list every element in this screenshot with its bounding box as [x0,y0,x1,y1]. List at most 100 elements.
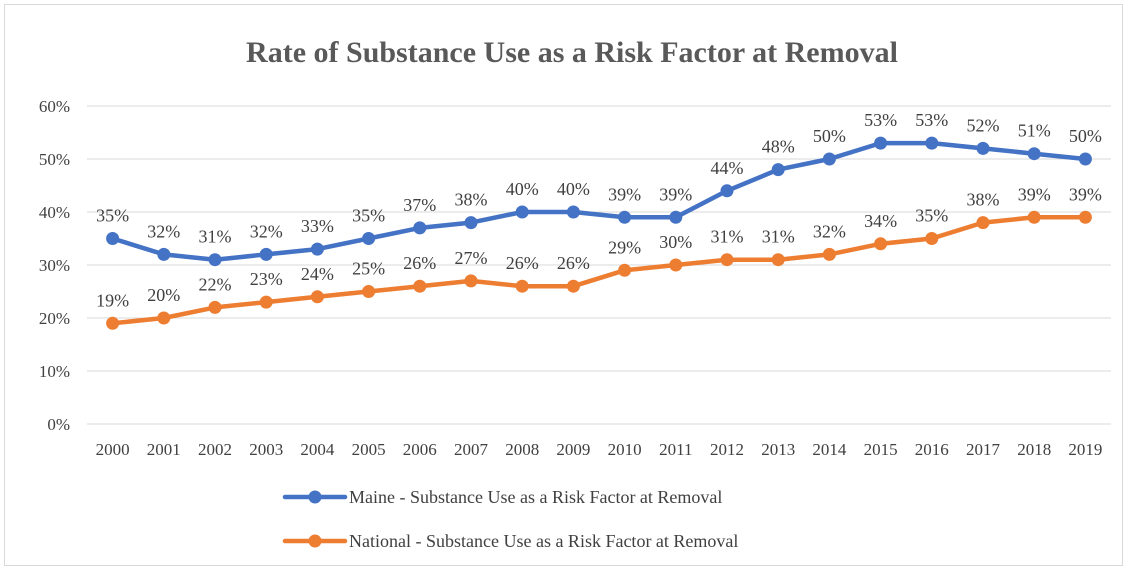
data-label: 44% [711,158,744,178]
x-tick-label: 2003 [249,440,283,459]
data-point [208,253,222,267]
y-tick-label: 30% [39,256,70,275]
data-label: 35% [352,206,385,226]
x-axis: 2000 2001 2002 2003 2004 2005 2006 2007 2008 2009… [96,440,1103,459]
data-point [1078,152,1092,166]
data-point [874,136,888,150]
data-label: 31% [762,227,795,247]
legend-label: Maine - Substance Use as a Risk Factor a… [349,487,722,507]
data-label: 32% [147,221,180,241]
data-label: 30% [659,232,692,252]
data-point [1078,210,1092,224]
y-axis: 0% 10% 20% 30% 40% 50% 60% [39,97,70,434]
data-point [925,136,939,150]
x-tick-label: 2008 [505,440,539,459]
series-line [110,140,1088,262]
series-group [106,136,1092,330]
data-point [669,258,683,272]
legend-swatch-marker [308,490,322,504]
data-point [413,221,427,235]
y-tick-label: 20% [39,309,70,328]
x-tick-label: 2015 [864,440,898,459]
data-label: 34% [864,211,897,231]
data-point [1027,147,1041,161]
data-point [1027,210,1041,224]
data-point [157,311,171,325]
data-label: 39% [1018,184,1051,204]
data-point [464,274,478,288]
x-tick-label: 2009 [556,440,590,459]
data-label: 32% [250,221,283,241]
data-point [362,285,376,298]
legend-label: National - Substance Use as a Risk Facto… [349,531,738,551]
x-tick-label: 2011 [659,440,692,459]
data-label: 31% [199,227,232,247]
x-tick-label: 2007 [454,440,489,459]
data-point [720,253,734,267]
data-label: 26% [403,253,436,273]
data-point [822,247,836,261]
y-tick-label: 10% [39,362,70,381]
x-tick-label: 2002 [198,440,232,459]
data-label: 51% [1018,121,1051,141]
data-label: 38% [967,190,1000,210]
data-point [771,253,785,267]
data-point [771,163,785,177]
data-label: 39% [659,184,692,204]
data-label: 39% [608,184,641,204]
data-point [106,232,120,245]
data-label: 25% [352,259,385,279]
data-point [669,210,683,224]
data-point [106,316,120,330]
data-label: 29% [608,237,641,257]
data-point [566,279,580,293]
data-label: 31% [711,227,744,247]
x-tick-label: 2013 [761,440,795,459]
data-point [720,184,734,198]
data-point [259,247,273,261]
data-label: 19% [96,290,129,310]
data-point [618,263,632,277]
data-point [618,210,632,224]
data-point [976,216,990,230]
x-tick-label: 2001 [147,440,181,459]
x-tick-label: 2012 [710,440,744,459]
data-label: 35% [96,206,129,226]
data-point [157,247,171,261]
y-tick-label: 60% [39,97,70,116]
data-point [362,232,376,245]
x-tick-label: 2016 [915,440,949,459]
y-tick-label: 50% [39,150,70,169]
data-point [976,141,990,155]
chart-title: Rate of Substance Use as a Risk Factor a… [246,36,898,69]
data-label: 35% [915,206,948,226]
data-label: 23% [250,269,283,289]
data-label: 32% [813,221,846,241]
x-tick-label: 2017 [966,440,1001,459]
data-point [566,205,580,219]
data-label: 50% [1069,126,1102,146]
data-label: 22% [199,274,232,294]
y-tick-label: 0% [47,415,70,434]
data-label: 48% [762,137,795,157]
y-tick-label: 40% [39,203,70,222]
data-label: 24% [301,264,334,284]
data-label: 38% [455,190,488,210]
gridlines [87,105,1111,425]
data-point [310,290,324,304]
x-tick-label: 2006 [403,440,437,459]
data-label: 26% [506,253,539,273]
series-line [110,215,1088,326]
data-label: 33% [301,216,334,236]
data-point [464,216,478,230]
data-label: 40% [557,179,590,199]
x-tick-label: 2010 [608,440,642,459]
data-label: 52% [967,115,1000,135]
data-label: 50% [813,126,846,146]
data-point [874,237,888,251]
data-label: 27% [455,248,488,268]
data-label: 40% [506,179,539,199]
data-point [925,232,939,245]
data-point [310,242,324,256]
